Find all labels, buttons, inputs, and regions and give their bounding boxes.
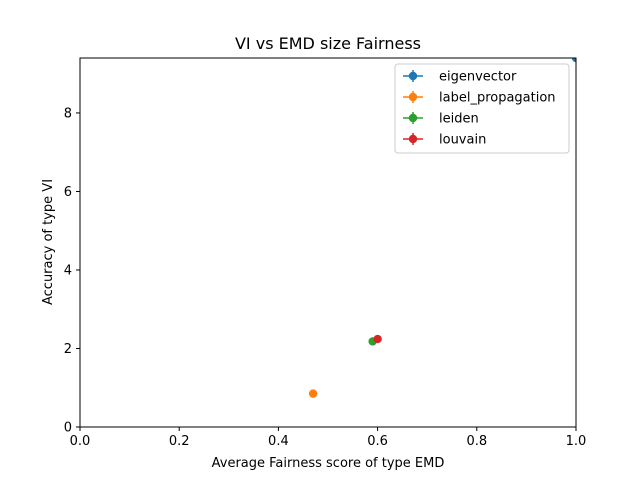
x-tick-label: 0.8	[466, 434, 487, 449]
legend-marker-label-propagation	[408, 92, 418, 102]
y-tick-label: 4	[64, 263, 72, 278]
legend-marker-leiden	[408, 113, 418, 123]
y-tick-label: 0	[64, 421, 72, 436]
y-tick-label: 8	[64, 106, 72, 121]
data-point-label-propagation	[308, 389, 318, 398]
legend-marker-eigenvector	[408, 71, 418, 81]
chart-title: VI vs EMD size Fairness	[235, 34, 421, 53]
data-marks	[308, 58, 576, 398]
plot-frame	[79, 57, 577, 428]
legend-label-louvain: louvain	[439, 133, 486, 148]
x-axis-ticks: 0.0 0.2 0.4 0.6 0.8 1.0	[70, 427, 587, 449]
x-tick-label: 0.0	[70, 434, 91, 449]
y-tick-label: 6	[64, 185, 72, 200]
x-tick-label: 0.2	[169, 434, 190, 449]
legend-box	[394, 63, 570, 154]
y-tick-label: 2	[64, 342, 72, 357]
x-tick-label: 1.0	[566, 434, 587, 449]
y-axis-ticks: 0 2 4 6 8	[64, 106, 80, 436]
x-tick-label: 0.6	[367, 434, 388, 449]
legend-label-label-propagation: label_propagation	[439, 91, 556, 106]
x-tick-label: 0.4	[268, 434, 289, 449]
x-axis-label: Average Fairness score of type EMD	[212, 456, 445, 471]
y-axis-label: Accuracy of type VI	[41, 179, 56, 305]
legend-label-leiden: leiden	[439, 112, 479, 127]
legend-label-eigenvector: eigenvector	[439, 70, 517, 85]
legend-marker-louvain	[408, 134, 418, 144]
data-point-eigenvector	[571, 58, 576, 63]
data-point-louvain	[373, 334, 382, 344]
